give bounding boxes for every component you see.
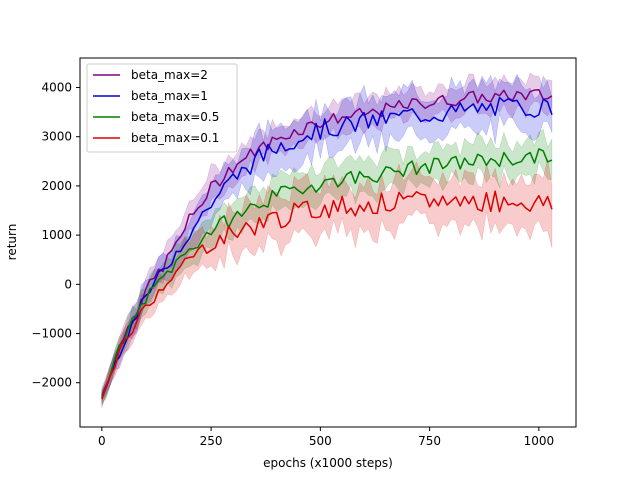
legend: beta_max=2 beta_max=1 beta_max=0.5 beta_max…	[86, 63, 238, 153]
line-beta-max-1	[101, 96, 553, 399]
y-tick-label: −2000	[31, 376, 72, 390]
legend-label-beta-max-1: beta_max=1	[131, 89, 208, 103]
x-tick-label: 250	[200, 434, 223, 448]
line-beta-max-0-5	[101, 148, 553, 397]
line-beta-max-2	[101, 88, 553, 396]
x-axis-ticks: 0 250 500 750 1000	[98, 427, 554, 448]
plot-frame	[79, 57, 577, 428]
x-tick-label: 1000	[524, 434, 555, 448]
x-axis-label: epochs (x1000 steps)	[263, 456, 393, 470]
x-tick-label: 0	[98, 434, 106, 448]
y-tick-label: 4000	[41, 81, 72, 95]
band-beta-max-1	[101, 73, 553, 406]
y-tick-label: 2000	[41, 179, 72, 193]
band-beta-max-2	[101, 72, 553, 402]
legend-label-beta-max-0-1: beta_max=0.1	[131, 131, 219, 145]
legend-box	[86, 63, 238, 153]
y-axis-label: return	[5, 224, 19, 261]
series-lines	[101, 88, 553, 400]
y-tick-label: −1000	[31, 327, 72, 341]
legend-label-beta-max-2: beta_max=2	[131, 68, 208, 82]
y-tick-label: 1000	[41, 228, 72, 242]
y-tick-label: 3000	[41, 130, 72, 144]
x-tick-label: 750	[418, 434, 441, 448]
line-beta-max-0-1	[101, 190, 553, 400]
x-tick-label: 500	[309, 434, 332, 448]
y-tick-label: 0	[64, 277, 72, 291]
legend-label-beta-max-0-5: beta_max=0.5	[131, 110, 219, 124]
y-axis-ticks: −2000 −1000 0 1000 2000 3000 4000	[31, 81, 80, 390]
band-beta-max-0-1	[101, 159, 553, 408]
